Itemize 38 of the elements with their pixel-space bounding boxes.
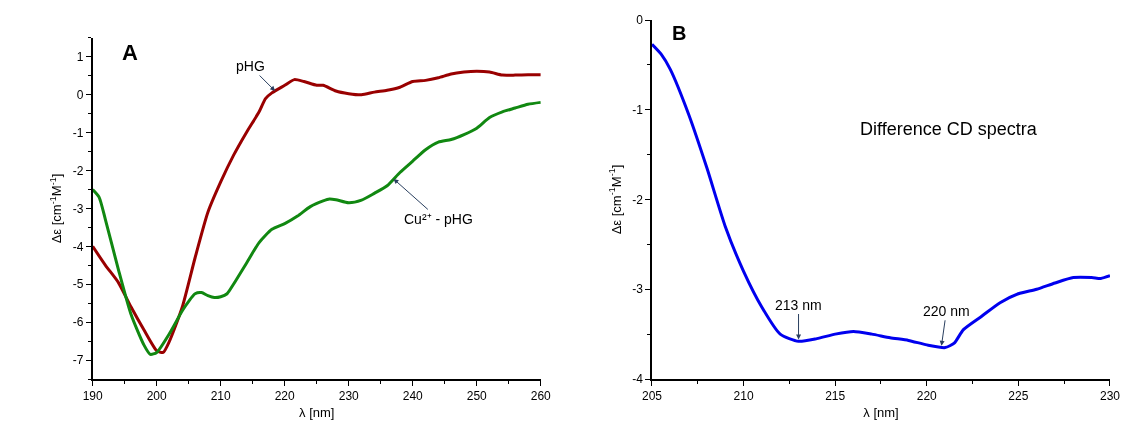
x-tick-label: 220 [916, 389, 938, 404]
y-tick-label: -2 [632, 192, 644, 207]
y-tick-label: 0 [636, 13, 644, 28]
y-tick-label: -6 [72, 315, 84, 330]
y-tick-label: -3 [72, 201, 84, 216]
y-tick-label: -3 [632, 282, 644, 297]
annotation: 220 nm [923, 303, 970, 319]
line-series [651, 42, 1110, 350]
y-tick-label: -7 [72, 353, 84, 368]
annotation: A [122, 40, 138, 65]
annotation: B [672, 22, 687, 44]
x-axis-title: λ [nm] [299, 405, 335, 421]
x-tick-label: 230 [338, 389, 360, 404]
y-tick-label: -4 [632, 372, 644, 387]
x-tick-label: 225 [1008, 389, 1029, 404]
y-tick-label: 0 [76, 87, 84, 102]
y-tick-label: -5 [72, 277, 84, 292]
annotation: 213 nm [775, 297, 822, 313]
y-tick-label: -2 [72, 163, 84, 178]
x-tick-label: 250 [466, 389, 488, 404]
x-tick-label: 210 [733, 389, 754, 404]
y-tick-label: -4 [72, 239, 84, 254]
x-tick-label: 215 [825, 389, 846, 404]
x-tick-label: 260 [530, 389, 552, 404]
y-tick-label: 1 [76, 50, 84, 65]
x-tick-label: 230 [1099, 389, 1121, 404]
y-tick-label: -1 [72, 125, 84, 140]
x-axis-title: λ [nm] [863, 405, 899, 421]
x-tick-label: 220 [274, 389, 296, 404]
x-tick-label: 200 [146, 389, 168, 404]
annotation: Cu²⁺ - pHG [404, 211, 473, 227]
annotation: pHG [236, 58, 265, 74]
x-tick-label: 190 [82, 389, 103, 404]
x-tick-label: 205 [641, 389, 663, 404]
x-tick-label: 210 [210, 389, 232, 404]
x-tick-label: 240 [402, 389, 424, 404]
y-tick-label: -1 [632, 102, 644, 117]
annotation: Difference CD spectra [860, 119, 1038, 139]
